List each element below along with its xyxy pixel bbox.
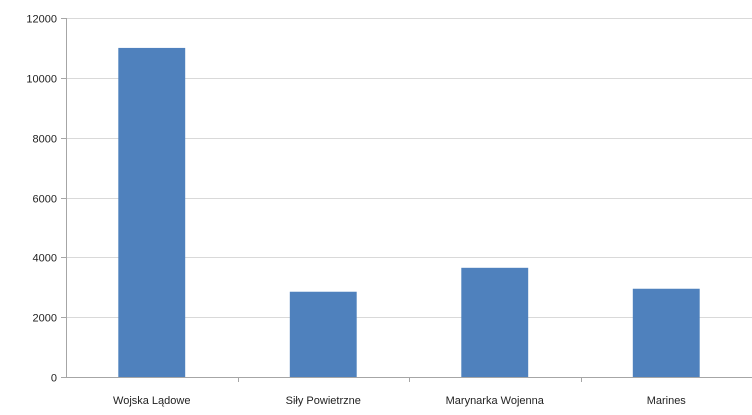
x-category-label: Siły Powietrzne bbox=[286, 395, 361, 407]
y-tick-labels: 0 2000 4000 6000 8000 10000 12000 bbox=[26, 14, 57, 385]
bar-2 bbox=[461, 267, 529, 377]
bars-layer bbox=[118, 47, 700, 378]
x-category-label: Wojska Lądowe bbox=[113, 395, 190, 407]
y-tick-label: 2000 bbox=[33, 313, 57, 325]
y-tick-label: 0 bbox=[51, 373, 57, 385]
bar-3 bbox=[632, 288, 700, 377]
y-tick-label: 6000 bbox=[33, 194, 57, 206]
axis-layer bbox=[61, 18, 752, 382]
x-category-labels: Wojska Lądowe Siły Powietrzne Marynarka Wo… bbox=[113, 395, 686, 407]
y-tick-label: 12000 bbox=[26, 14, 57, 26]
y-tick-label: 4000 bbox=[33, 253, 57, 265]
y-tick-label: 10000 bbox=[26, 74, 57, 86]
bar-0 bbox=[118, 47, 186, 378]
x-category-label: Marines bbox=[647, 395, 687, 407]
y-tick-label: 8000 bbox=[33, 134, 57, 146]
x-category-label: Marynarka Wojenna bbox=[446, 395, 545, 407]
bar-1 bbox=[289, 291, 357, 377]
